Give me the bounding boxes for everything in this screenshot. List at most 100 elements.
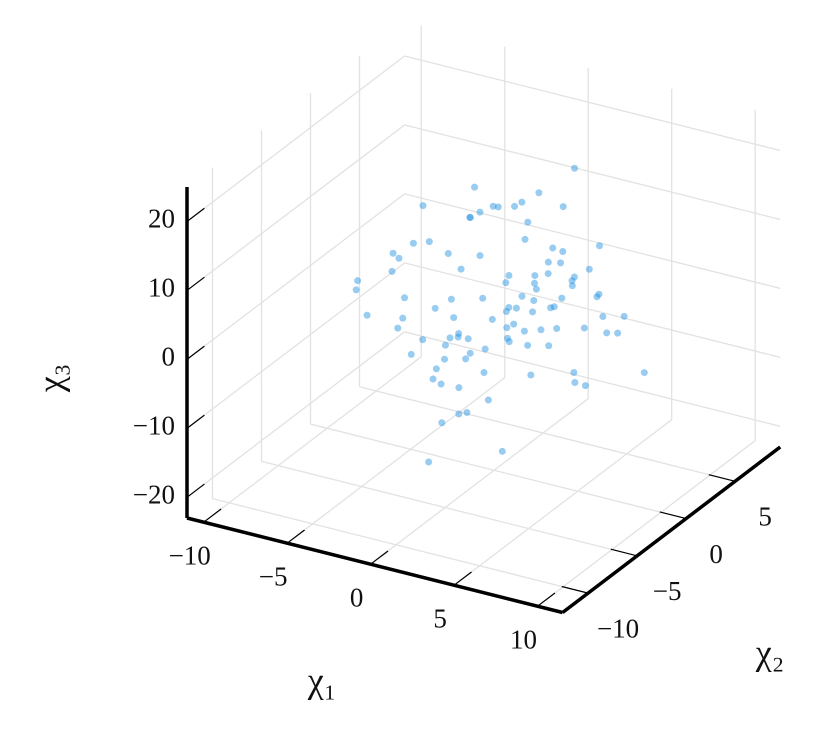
point <box>530 279 538 287</box>
point <box>431 304 439 312</box>
x-tick <box>370 550 389 565</box>
point <box>544 258 552 266</box>
point <box>535 189 543 197</box>
point <box>571 164 579 172</box>
grid-line <box>186 262 405 429</box>
point <box>494 203 502 211</box>
point <box>530 297 538 305</box>
x-tick <box>537 592 556 607</box>
point <box>524 218 532 226</box>
point <box>480 369 488 377</box>
point <box>462 355 470 363</box>
point <box>363 311 371 319</box>
z-tick-label: −10 <box>133 411 175 441</box>
grid-line <box>286 377 506 544</box>
point <box>580 324 588 332</box>
point <box>544 270 552 278</box>
point <box>354 277 362 285</box>
point <box>553 325 561 333</box>
point <box>570 369 578 377</box>
z-tick <box>186 276 205 291</box>
point <box>570 273 578 281</box>
point <box>466 213 474 221</box>
x-tick <box>453 571 472 586</box>
point <box>441 341 449 349</box>
point <box>419 336 427 344</box>
z-tick <box>186 207 205 222</box>
x-tick-label: 10 <box>510 624 537 654</box>
grid-line <box>261 460 638 557</box>
point <box>352 286 360 294</box>
point <box>511 202 519 210</box>
point <box>524 341 532 349</box>
point <box>450 314 458 322</box>
point <box>547 304 555 312</box>
y-tick-label: 5 <box>758 501 772 531</box>
point <box>521 235 529 243</box>
point <box>585 265 593 273</box>
point <box>454 333 462 341</box>
point <box>595 290 603 298</box>
point <box>464 335 472 343</box>
point <box>441 355 449 363</box>
point <box>518 198 526 206</box>
point <box>531 272 539 280</box>
point <box>529 308 537 316</box>
point <box>437 380 445 388</box>
point <box>593 293 601 301</box>
grid-line <box>212 497 589 594</box>
point <box>502 279 510 287</box>
point <box>559 248 567 256</box>
point <box>571 378 579 386</box>
point <box>484 396 492 404</box>
y-tick <box>561 585 589 594</box>
point <box>409 239 417 247</box>
point <box>466 349 474 357</box>
point <box>425 238 433 246</box>
grid-line <box>404 124 781 221</box>
y-tick-label: −5 <box>653 576 682 606</box>
point <box>527 371 535 379</box>
point <box>595 242 603 250</box>
y-tick <box>708 474 736 482</box>
point <box>599 313 607 321</box>
y-tick-label: 0 <box>709 539 723 569</box>
point <box>419 202 427 210</box>
point <box>532 285 540 293</box>
point <box>498 447 506 455</box>
x-axis-line <box>186 516 564 615</box>
grid-line <box>404 331 781 427</box>
point <box>568 282 576 290</box>
point <box>400 294 408 302</box>
point <box>505 338 513 346</box>
point <box>444 249 452 257</box>
point <box>389 249 397 257</box>
point <box>559 203 567 211</box>
point <box>463 408 471 416</box>
grid-line <box>203 356 422 523</box>
point <box>455 410 463 418</box>
point <box>446 334 454 342</box>
z-axis-title: χ₃ <box>30 364 70 394</box>
grid-line <box>370 398 589 565</box>
point <box>466 214 474 222</box>
grid-line <box>537 440 756 607</box>
point <box>568 277 576 285</box>
x-tick-label: 0 <box>350 582 364 612</box>
z-tick <box>186 414 205 429</box>
z-tick-label: 0 <box>162 342 176 372</box>
point <box>432 365 440 373</box>
point <box>471 183 479 191</box>
point <box>510 320 518 328</box>
point <box>455 384 463 392</box>
point <box>614 329 622 337</box>
point <box>503 324 511 332</box>
x-tick-label: −5 <box>259 561 288 591</box>
y-axis-title: χ₂ <box>755 632 785 672</box>
grid-line <box>404 193 781 290</box>
point <box>447 295 455 303</box>
z-tick <box>186 345 205 360</box>
point <box>488 315 496 323</box>
point <box>512 304 520 312</box>
